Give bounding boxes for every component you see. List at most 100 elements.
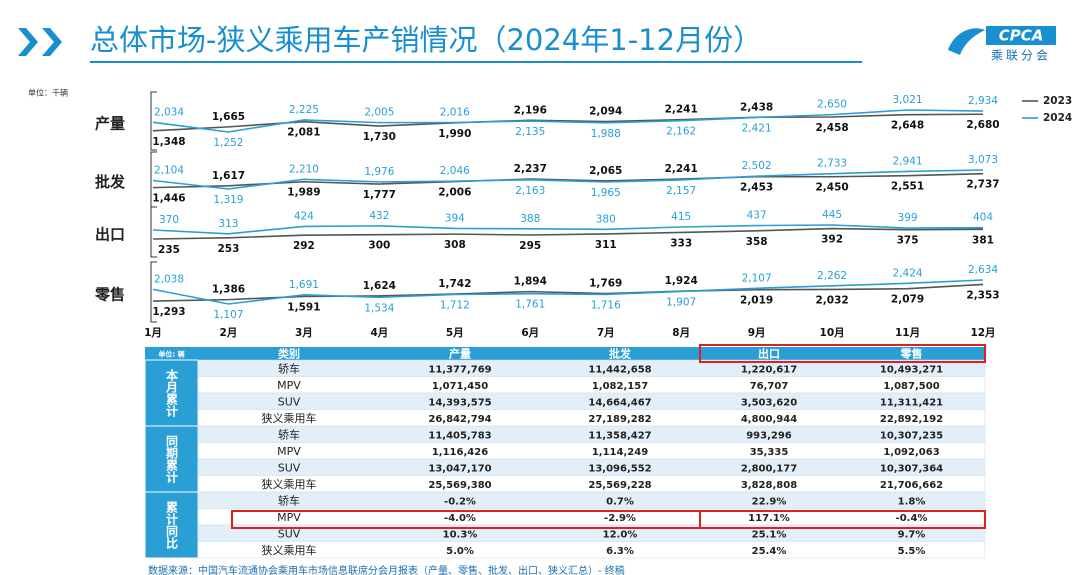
x-tick-label: 6月 <box>521 327 539 339</box>
data-label: 358 <box>746 236 768 248</box>
data-label: 1,976 <box>364 166 394 178</box>
data-label: 311 <box>595 239 617 251</box>
data-label: 388 <box>520 213 540 225</box>
data-label: 2,650 <box>817 99 847 111</box>
table-cell: 1,087,500 <box>883 381 939 392</box>
table-cell: 狭义乘用车 <box>262 543 317 557</box>
data-label: 1,965 <box>591 187 621 199</box>
data-label: 1,988 <box>591 128 621 140</box>
data-label: 2,032 <box>815 294 848 306</box>
panel-bracket <box>150 261 157 323</box>
data-label: 2,353 <box>966 289 999 301</box>
data-label: 2,424 <box>893 267 923 279</box>
data-label: 1,534 <box>364 302 394 314</box>
table-cell: 27,189,282 <box>588 414 651 425</box>
chevron-icon <box>18 28 62 56</box>
data-label: 1,712 <box>440 299 470 311</box>
table-cell: MPV <box>277 379 301 392</box>
table-cell: 5.0% <box>446 546 474 557</box>
table-cell: 3,503,620 <box>741 397 797 408</box>
data-label: 2,458 <box>815 122 848 134</box>
data-label: 415 <box>671 211 691 223</box>
group-label: 本月累计 <box>165 368 179 418</box>
data-label: 1,730 <box>363 131 396 143</box>
data-label: 292 <box>293 240 315 252</box>
series-line <box>152 109 984 133</box>
data-label: 2,450 <box>815 182 848 194</box>
table-cell: 1,092,063 <box>883 447 939 458</box>
x-tick-label: 7月 <box>597 327 615 339</box>
table-cell: 25.4% <box>752 546 787 557</box>
data-label: 2,680 <box>966 119 999 131</box>
data-label: 1,769 <box>589 278 622 290</box>
data-label: 2,737 <box>966 179 999 191</box>
data-label: 300 <box>368 240 390 252</box>
table-header: 批发 <box>609 347 632 361</box>
table-cell: 6.3% <box>606 546 634 557</box>
table-cell: 14,393,575 <box>428 397 491 408</box>
data-label: 1,990 <box>438 128 471 140</box>
row-label: 产量 <box>95 115 125 133</box>
data-label: 2,733 <box>817 158 847 170</box>
table-cell: 1.8% <box>898 496 926 507</box>
logo-box <box>986 26 1056 45</box>
table-cell: -2.9% <box>604 513 636 524</box>
table-cell: 10.3% <box>443 529 478 540</box>
logo-name: CPCA <box>999 27 1044 45</box>
data-label: 1,107 <box>213 309 243 321</box>
data-label: 2,034 <box>154 106 184 118</box>
table-cell: MPV <box>277 511 301 524</box>
table-cell: 22,892,192 <box>880 414 943 425</box>
slide-title: 总体市场-狭义乘用车产销情况（2024年1-12月份） <box>90 23 762 57</box>
data-label: 1,924 <box>665 275 698 287</box>
table-cell: 25,569,380 <box>428 480 491 491</box>
x-tick-label: 2月 <box>220 327 238 339</box>
data-label: 2,438 <box>740 101 773 113</box>
row-label: 批发 <box>95 173 126 191</box>
data-label: 399 <box>898 212 918 224</box>
series-line <box>152 169 984 190</box>
highlight-box <box>699 344 986 363</box>
logo-subname: 乘联分会 <box>991 49 1051 63</box>
data-label: 2,421 <box>742 122 772 134</box>
data-label: 2,104 <box>154 164 184 176</box>
data-label: 2,551 <box>891 181 924 193</box>
data-label: 2,005 <box>364 107 394 119</box>
data-label: 1,989 <box>287 187 320 199</box>
group-label: 同期累计 <box>165 435 179 484</box>
x-tick-label: 10月 <box>820 327 845 339</box>
data-label: 2,016 <box>440 106 470 118</box>
data-label: 445 <box>822 209 842 221</box>
table-cell: -0.2% <box>444 496 476 507</box>
data-label: 2,453 <box>740 182 773 194</box>
data-label: 381 <box>972 234 994 246</box>
data-label: 2,502 <box>742 160 772 172</box>
data-label: 2,262 <box>817 270 847 282</box>
series-line <box>152 279 984 305</box>
table-cell: 11,377,769 <box>428 364 491 375</box>
data-label: 1,665 <box>212 111 245 123</box>
data-label: 1,907 <box>666 296 696 308</box>
table-cell: 轿车 <box>278 361 300 375</box>
x-tick-label: 3月 <box>295 327 313 339</box>
data-label: 375 <box>897 235 919 247</box>
table-header: 零售 <box>900 347 923 361</box>
data-label: 2,934 <box>968 95 998 107</box>
panel-bracket <box>150 91 157 151</box>
table-header: 单位: 辆 <box>158 350 184 359</box>
table-cell: 轿车 <box>278 493 300 507</box>
data-label: 253 <box>217 243 239 255</box>
data-label: 2,038 <box>154 273 184 285</box>
data-label: 2,241 <box>665 163 698 175</box>
data-label: 2,081 <box>287 127 320 139</box>
data-label: 1,761 <box>515 299 545 311</box>
table-cell: 22.9% <box>752 496 787 507</box>
table-cell: 10,307,235 <box>880 430 943 441</box>
data-label: 1,617 <box>212 170 245 182</box>
table-cell: 1,082,157 <box>592 381 648 392</box>
series-line <box>152 172 984 189</box>
data-label: 1,446 <box>152 193 185 205</box>
data-label: 1,591 <box>287 301 320 313</box>
data-label: 3,021 <box>893 94 923 106</box>
